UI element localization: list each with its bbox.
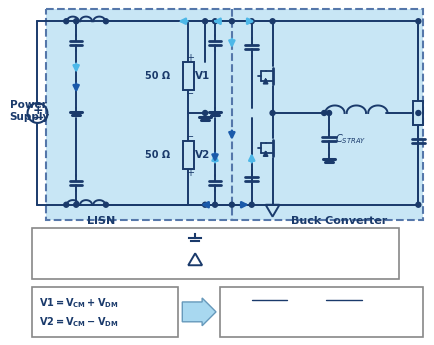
- Circle shape: [229, 202, 234, 207]
- Bar: [220, 287, 422, 337]
- Circle shape: [64, 19, 69, 24]
- Text: $V_{CM}=$: $V_{CM}=$: [227, 292, 260, 306]
- Text: V2: V2: [195, 150, 210, 160]
- Circle shape: [415, 19, 420, 24]
- Circle shape: [415, 202, 420, 207]
- Text: +: +: [186, 53, 194, 63]
- Text: LISN: LISN: [87, 216, 115, 226]
- Text: Buck Converter: Buck Converter: [290, 216, 386, 226]
- Bar: [182, 62, 193, 90]
- Text: Supply: Supply: [10, 112, 50, 122]
- Text: −: −: [186, 89, 194, 99]
- Text: 50 Ω: 50 Ω: [145, 150, 170, 160]
- Circle shape: [326, 110, 331, 116]
- Circle shape: [229, 19, 234, 24]
- Circle shape: [321, 110, 326, 116]
- Circle shape: [103, 202, 108, 207]
- Text: Power: Power: [10, 100, 46, 110]
- Bar: [46, 9, 422, 220]
- Text: 2: 2: [266, 302, 272, 312]
- Text: 50 Ω: 50 Ω: [145, 71, 170, 81]
- Circle shape: [64, 202, 69, 207]
- Circle shape: [249, 202, 253, 207]
- FancyBboxPatch shape: [46, 9, 422, 220]
- Bar: [31, 228, 398, 279]
- Text: ;: ;: [291, 292, 296, 306]
- Circle shape: [270, 19, 274, 24]
- Circle shape: [103, 19, 108, 24]
- Bar: [182, 141, 193, 169]
- Text: CM Path: CM Path: [61, 236, 103, 246]
- Circle shape: [73, 202, 79, 207]
- Circle shape: [415, 110, 420, 116]
- Text: V1−V2: V1−V2: [325, 290, 361, 300]
- Circle shape: [202, 110, 207, 116]
- Text: $C_{STRAY}$: $C_{STRAY}$: [334, 132, 365, 146]
- Text: V1: V1: [195, 71, 210, 81]
- Text: $V_{DM}=$: $V_{DM}=$: [302, 292, 335, 306]
- Circle shape: [249, 19, 253, 24]
- Circle shape: [270, 110, 274, 116]
- Bar: [412, 101, 422, 125]
- Text: $\mathbf{V1 = V_{CM} + V_{DM}}$: $\mathbf{V1 = V_{CM} + V_{DM}}$: [39, 296, 118, 310]
- Text: V1+V2: V1+V2: [251, 290, 287, 300]
- Circle shape: [212, 19, 217, 24]
- Bar: [31, 287, 178, 337]
- Circle shape: [212, 202, 217, 207]
- Circle shape: [73, 19, 79, 24]
- Text: 2: 2: [340, 302, 346, 312]
- Text: Converter Reference Ground: Converter Reference Ground: [204, 255, 353, 265]
- Text: +: +: [32, 104, 43, 117]
- Text: −: −: [186, 132, 194, 142]
- Polygon shape: [182, 298, 216, 326]
- Text: Ground Plane in CE Test: Ground Plane in CE Test: [204, 234, 328, 244]
- Text: +: +: [186, 168, 194, 178]
- Circle shape: [202, 202, 207, 207]
- Text: $\mathbf{V2 = V_{CM} - V_{DM}}$: $\mathbf{V2 = V_{CM} - V_{DM}}$: [39, 315, 118, 329]
- Circle shape: [202, 19, 207, 24]
- Text: DM Path: DM Path: [61, 258, 104, 268]
